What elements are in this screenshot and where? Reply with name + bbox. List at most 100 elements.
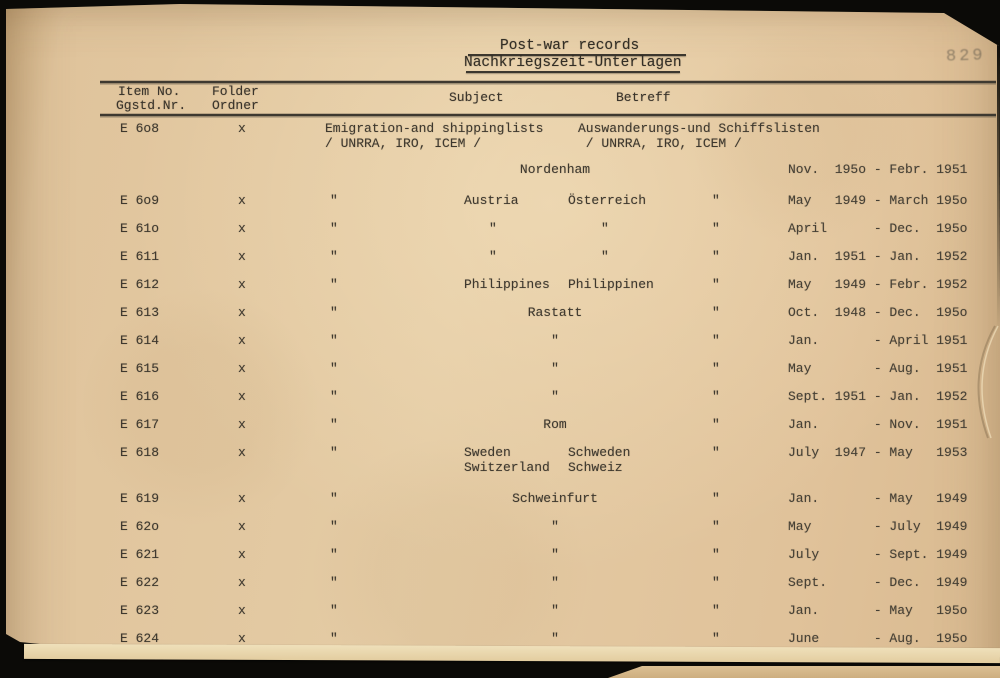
records-table: E 6o8 x Emigration-and shippinglists / UNR… [6, 116, 1000, 654]
subject-cell: " [330, 491, 338, 506]
title-underline-en [468, 54, 686, 56]
date-range-cell: June - Aug. 195o [788, 631, 968, 646]
table-row: E 617 x " Rom " Jan. - Nov. 1951 [6, 412, 1000, 440]
place-center-cell: " [551, 333, 559, 348]
place-center-cell: " [551, 631, 559, 646]
column-header-betreff: Betreff [616, 90, 671, 105]
table-row: E 614 x " " " Jan. - April 1951 [6, 328, 1000, 356]
folder-mark-cell: x [238, 221, 246, 236]
place-center-cell: " [551, 547, 559, 562]
place-german-cell: Philippinen [568, 277, 654, 292]
betreff-cell: " [712, 547, 720, 562]
table-row: E 61o x " " " " April - Dec. 195o [6, 216, 1000, 244]
place-english-cell: Austria [464, 193, 519, 208]
date-range-cell: Sept. 1951 - Jan. 1952 [788, 389, 968, 404]
subject-cell: " [330, 417, 338, 432]
folder-mark-cell: x [238, 491, 246, 506]
betreff-cell: " [712, 575, 720, 590]
date-range-cell: May 1949 - Febr. 1952 [788, 277, 968, 292]
table-row: E 616 x " " " Sept. 1951 - Jan. 1952 [6, 384, 1000, 412]
place-center-cell: " [551, 575, 559, 590]
date-range-cell: May 1949 - March 195o [788, 193, 968, 208]
place-german-cell: Schweden Schweiz [568, 445, 631, 475]
betreff-cell: " [712, 445, 720, 460]
date-range-cell: May - July 1949 [788, 519, 968, 534]
folder-mark-cell: x [238, 249, 246, 264]
place-center-cell: Nordenham [519, 162, 591, 177]
folder-mark-cell: x [238, 361, 246, 376]
page-number-stamp: 829 [945, 46, 986, 67]
subject-cell: " [330, 221, 338, 236]
date-range-cell: Oct. 1948 - Dec. 195o [788, 305, 968, 320]
item-no-cell: E 616 [120, 389, 160, 404]
place-english-cell: Philippines [464, 277, 550, 292]
betreff-cell: " [712, 305, 720, 320]
title-underline-de [466, 71, 680, 73]
item-no-cell: E 6o9 [120, 193, 160, 208]
column-header-ordner: Ordner [212, 98, 259, 113]
table-row: E 62o x " " " May - July 1949 [6, 514, 1000, 542]
table-row: E 611 x " " " " Jan. 1951 - Jan. 1952 [6, 244, 1000, 272]
date-range-cell: April - Dec. 195o [788, 221, 968, 236]
subject-cell: " [330, 547, 338, 562]
title-english: Post-war records [500, 38, 640, 54]
table-row: E 624 x " " " June - Aug. 195o [6, 626, 1000, 654]
table-row: E 621 x " " " July - Sept. 1949 [6, 542, 1000, 570]
table-row: E 612 x " Philippines Philippinen " May 1949 -… [6, 272, 1000, 300]
under-page-edge [23, 643, 1000, 664]
page-curl [977, 325, 999, 439]
item-no-cell: E 61o [120, 221, 160, 236]
date-range-cell: July 1947 - May 1953 [788, 445, 968, 460]
subject-cell: " [330, 193, 338, 208]
title-german: Nachkriegszeit-Unterlagen [464, 55, 682, 71]
item-no-cell: E 611 [120, 249, 160, 264]
folder-mark-cell: x [238, 193, 246, 208]
betreff-cell: " [712, 277, 720, 292]
place-center-cell: " [551, 519, 559, 534]
item-no-cell: E 619 [120, 491, 160, 506]
subject-cell: " [330, 333, 338, 348]
subject-cell: " [330, 389, 338, 404]
subject-cell: " [330, 575, 338, 590]
column-header-subject: Subject [449, 90, 504, 105]
item-no-cell: E 615 [120, 361, 160, 376]
column-header-folder: Folder [212, 84, 259, 99]
subject-cell: " [330, 603, 338, 618]
betreff-cell: Auswanderungs-und Schiffslisten / UNRRA,… [578, 121, 820, 151]
subject-cell: " [330, 249, 338, 264]
betreff-cell: " [712, 519, 720, 534]
betreff-cell: " [712, 333, 720, 348]
folder-mark-cell: x [238, 445, 246, 460]
betreff-cell: " [712, 361, 720, 376]
table-row: E 6o9 x " Austria Österreich " May 1949 - Marc… [6, 188, 1000, 216]
table-row: E 613 x " Rastatt " Oct. 1948 - Dec. 195o [6, 300, 1000, 328]
item-no-cell: E 621 [120, 547, 160, 562]
betreff-cell: " [712, 193, 720, 208]
betreff-cell: " [712, 249, 720, 264]
column-header-ggstd-nr: Ggstd.Nr. [116, 98, 187, 113]
subject-cell: Emigration-and shippinglists / UNRRA, IR… [325, 121, 544, 151]
item-no-cell: E 623 [120, 603, 160, 618]
item-no-cell: E 613 [120, 305, 160, 320]
item-no-cell: E 614 [120, 333, 160, 348]
place-center-cell: Rom [543, 417, 567, 432]
subject-cell: " [330, 519, 338, 534]
table-header-rule-top [100, 81, 996, 83]
item-no-cell: E 618 [120, 445, 160, 460]
folder-mark-cell: x [238, 333, 246, 348]
table-row: E 618 x " Sweden Switzerland Schweden Schwei… [6, 440, 1000, 486]
subject-cell: " [330, 277, 338, 292]
table-header-rule-bottom [100, 114, 996, 116]
date-range-cell: July - Sept. 1949 [788, 547, 968, 562]
folder-mark-cell: x [238, 631, 246, 646]
subject-cell: " [330, 361, 338, 376]
place-center-cell: " [551, 389, 559, 404]
date-range-cell: Jan. - May 1949 [788, 491, 968, 506]
place-center-cell: " [551, 603, 559, 618]
betreff-cell: " [712, 491, 720, 506]
item-no-cell: E 624 [120, 631, 160, 646]
subject-cell: " [330, 631, 338, 646]
item-no-cell: E 6o8 [120, 121, 160, 136]
